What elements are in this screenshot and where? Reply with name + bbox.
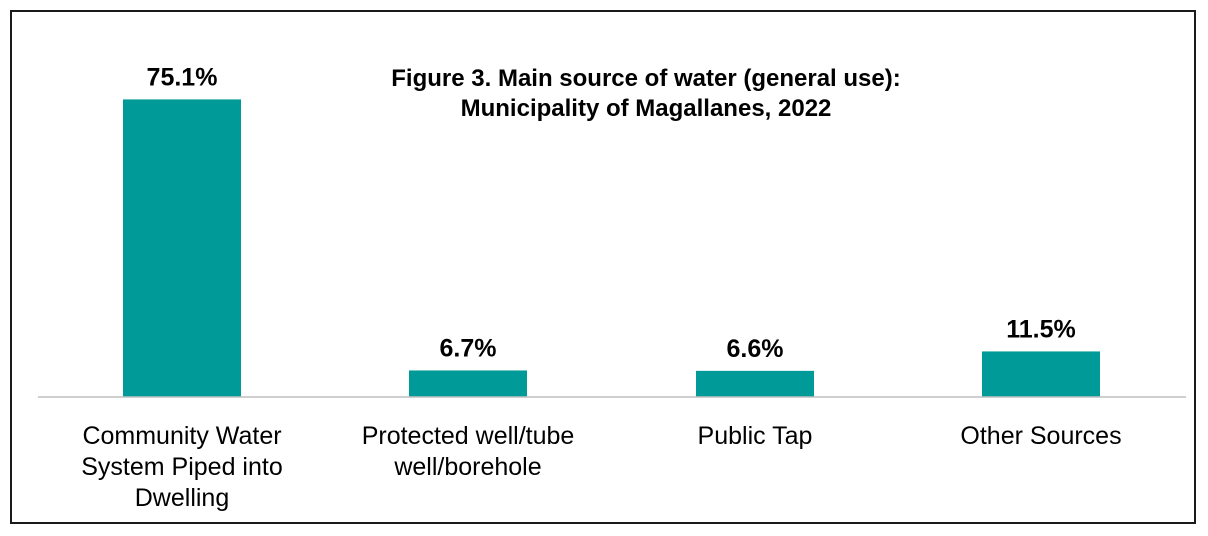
category-label-3: Other Sources [960,422,1121,450]
bars-group: 75.1% Community Water System Piped into Dwe… [81,63,1121,512]
bar-2 [696,370,814,397]
category-label-line: well/borehole [393,453,541,481]
category-label-line: Protected well/tube [362,422,575,450]
chart-title: Figure 3. Main source of water (general … [391,65,900,92]
bar-3 [982,351,1100,397]
data-label-2: 6.6% [727,335,784,363]
category-label-1: Protected well/tube well/borehole [362,422,575,481]
bar-1 [409,370,527,397]
data-label-1: 6.7% [440,334,497,362]
category-label-line: Dwelling [135,484,229,512]
category-label-2: Public Tap [698,422,813,450]
data-label-0: 75.1% [147,63,218,91]
bar-0 [123,99,241,397]
category-label-line: Other Sources [960,422,1121,450]
category-label-line: Community Water [82,422,281,450]
chart-subtitle: Municipality of Magallanes, 2022 [461,95,832,122]
category-label-line: Public Tap [698,422,813,450]
category-label-0: Community Water System Piped into Dwelling [81,422,283,512]
data-label-3: 11.5% [1006,315,1076,343]
category-label-line: System Piped into [81,453,283,481]
